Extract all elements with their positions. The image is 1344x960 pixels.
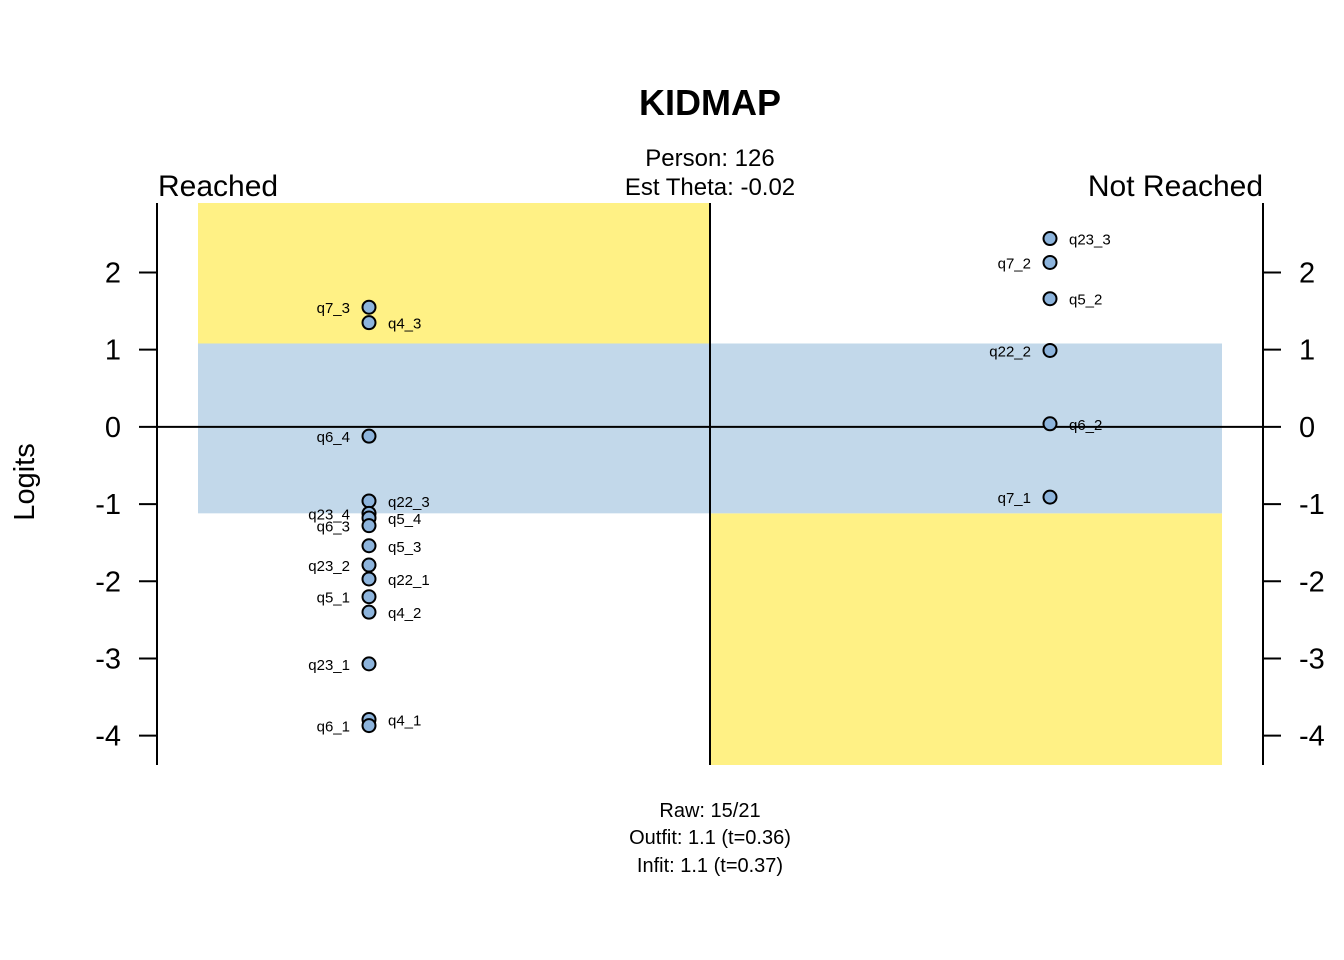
item-point bbox=[361, 656, 377, 672]
item-point bbox=[1042, 291, 1058, 307]
item-point bbox=[361, 718, 377, 734]
infit-text: Infit: 1.1 (t=0.37) bbox=[637, 855, 783, 877]
item-label: q4_2 bbox=[388, 605, 421, 622]
person-label: Person: 126 bbox=[645, 145, 774, 172]
item-label: q4_1 bbox=[388, 712, 421, 729]
left-tick-label: 2 bbox=[105, 257, 121, 289]
left-tick-label: -1 bbox=[95, 489, 121, 521]
item-point bbox=[1042, 231, 1058, 247]
item-label: q23_2 bbox=[308, 558, 350, 575]
item-label: q22_3 bbox=[388, 494, 430, 511]
item-label: q4_3 bbox=[388, 316, 421, 333]
right-tick-label: 2 bbox=[1299, 257, 1315, 289]
right-tick-label: 0 bbox=[1299, 412, 1315, 444]
item-point bbox=[361, 518, 377, 534]
item-label: q5_3 bbox=[388, 539, 421, 556]
item-label: q23_1 bbox=[308, 657, 350, 674]
reached-header: Reached bbox=[158, 170, 278, 203]
not-reached-below-quadrant bbox=[710, 513, 1222, 765]
item-label: q23_4 bbox=[308, 506, 350, 523]
item-point bbox=[361, 299, 377, 315]
item-label: q5_1 bbox=[317, 590, 350, 607]
right-tick-label: -2 bbox=[1299, 566, 1325, 598]
left-tick-label: -3 bbox=[95, 643, 121, 675]
left-tick-label: -2 bbox=[95, 566, 121, 598]
item-point bbox=[1042, 254, 1058, 270]
item-label: q7_1 bbox=[998, 490, 1031, 507]
right-tick-label: 1 bbox=[1299, 335, 1315, 367]
item-label: q6_1 bbox=[317, 719, 350, 736]
item-label: q5_4 bbox=[388, 511, 421, 528]
item-point bbox=[361, 604, 377, 620]
item-label: q6_4 bbox=[317, 429, 350, 446]
left-tick-label: 0 bbox=[105, 412, 121, 444]
left-tick-label: -4 bbox=[95, 721, 121, 753]
item-point bbox=[361, 428, 377, 444]
item-label: q23_3 bbox=[1069, 232, 1111, 249]
outfit-text: Outfit: 1.1 (t=0.36) bbox=[629, 827, 791, 849]
item-label: q22_2 bbox=[989, 343, 1031, 360]
item-point bbox=[1042, 342, 1058, 358]
item-point bbox=[361, 557, 377, 573]
item-label: q5_2 bbox=[1069, 292, 1102, 309]
item-point bbox=[1042, 489, 1058, 505]
right-tick-label: -3 bbox=[1299, 643, 1325, 675]
y-axis-label: Logits bbox=[9, 443, 41, 520]
left-tick-label: 1 bbox=[105, 335, 121, 367]
not-reached-header: Not Reached bbox=[1088, 170, 1263, 203]
item-point bbox=[361, 571, 377, 587]
axes-layer: -4 -4 -3 -3 -2 -2 -1 -1 0 0 1 1 2 2 bbox=[95, 203, 1325, 765]
theta-label: Est Theta: -0.02 bbox=[625, 174, 795, 201]
reached-above-quadrant bbox=[198, 203, 710, 344]
item-point bbox=[361, 315, 377, 331]
right-tick-label: -4 bbox=[1299, 721, 1325, 753]
item-point bbox=[1042, 416, 1058, 432]
item-point bbox=[361, 589, 377, 605]
item-point bbox=[361, 538, 377, 554]
item-label: q6_2 bbox=[1069, 417, 1102, 434]
raw-score-text: Raw: 15/21 bbox=[659, 800, 760, 822]
item-point bbox=[361, 493, 377, 509]
item-label: q7_3 bbox=[317, 300, 350, 317]
item-label: q6_3 bbox=[317, 519, 350, 536]
chart-title: KIDMAP bbox=[639, 82, 781, 123]
item-label: q22_1 bbox=[388, 572, 430, 589]
right-tick-label: -1 bbox=[1299, 489, 1325, 521]
item-label: q7_2 bbox=[998, 255, 1031, 272]
